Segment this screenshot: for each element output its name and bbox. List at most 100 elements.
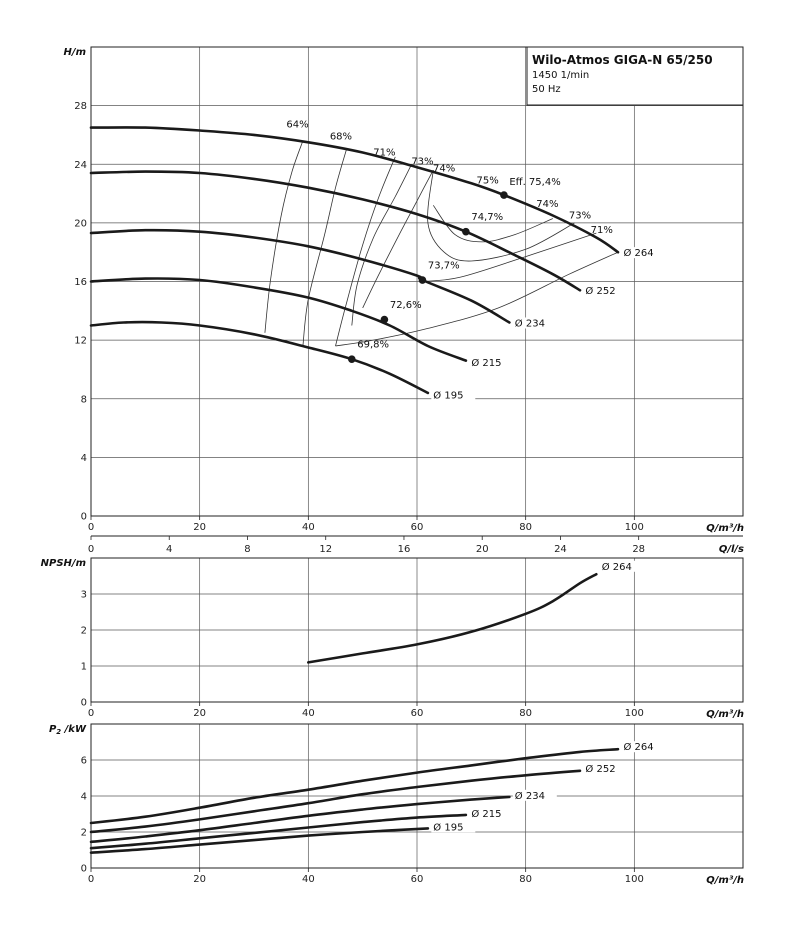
y-axis-title: H/m: [64, 47, 86, 58]
y-tick-label: 28: [74, 101, 87, 112]
series-label: Ø 234: [515, 790, 545, 802]
x-tick-label: 60: [411, 522, 424, 533]
bep-point: [500, 191, 508, 199]
efficiency-label: 73%: [569, 210, 591, 221]
x-tick-label: 40: [302, 522, 315, 533]
title-box: Wilo-Atmos GIGA-N 65/250 1450 1/min 50 H…: [526, 46, 744, 106]
x-tick-label: 0: [88, 522, 94, 533]
efficiency-line: [264, 140, 304, 333]
series-label: Ø 252: [585, 763, 615, 775]
y-axis-title: NPSH/m: [41, 558, 86, 569]
panel-power: 0 20 40 60 80 100 0 2 4 6 P2 /kW Q/m³/h Ø 264 Ø 252 Ø …: [49, 723, 744, 886]
y-tick-label: 3: [81, 590, 87, 601]
series-line: [89, 769, 582, 834]
efficiency-label: 71%: [373, 147, 395, 158]
efficiency-label: 71%: [591, 225, 613, 236]
secondary-tick-label: 12: [319, 544, 332, 555]
x-tick-label: 40: [302, 874, 315, 885]
x-tick-label: 60: [411, 708, 424, 719]
series-label-bg: [512, 317, 557, 329]
bep-label: Eff. 75,4%: [509, 177, 560, 188]
x-tick-label: 80: [519, 708, 532, 719]
speed-label: 1450 1/min: [532, 70, 589, 81]
series-line: [89, 795, 511, 844]
series-label-bg: [621, 741, 666, 753]
efficiency-line: [351, 164, 412, 326]
bep-point: [418, 276, 427, 284]
efficiency-line: [335, 156, 396, 347]
secondary-tick-label: 8: [244, 544, 250, 555]
series-label: Ø 252: [585, 285, 615, 297]
secondary-tick-label: 16: [398, 544, 411, 555]
series-line: [89, 228, 511, 324]
series-line: [89, 813, 468, 850]
secondary-tick-label: 24: [554, 544, 567, 555]
x-tick-label: 100: [625, 874, 644, 885]
series-line: [89, 320, 430, 395]
x-tick-label: 20: [193, 522, 206, 533]
bep-point: [380, 315, 389, 324]
series-line: [89, 126, 620, 254]
x-tick-label: 80: [519, 874, 532, 885]
y-axis-title: P2 /kW: [49, 724, 87, 736]
efficiency-line: [422, 232, 597, 282]
y-tick-label: 12: [74, 336, 87, 347]
series-line: [89, 747, 620, 825]
series-label-bg: [431, 821, 476, 833]
series-label: Ø 215: [471, 808, 501, 820]
series-line: [89, 170, 582, 292]
series-label-bg: [621, 247, 666, 259]
series-label: Ø 264: [623, 741, 653, 753]
efficiency-label: 74%: [536, 199, 558, 210]
series-line: [89, 277, 468, 362]
y-tick-label: 0: [81, 698, 87, 709]
efficiency-label: 73%: [411, 156, 433, 167]
series-label-bg: [583, 762, 628, 774]
bep-label: 69,8%: [357, 339, 389, 350]
bep-label: 72,6%: [390, 300, 422, 311]
x-axis-title: Q/m³/h: [706, 523, 744, 534]
series-label-bg: [599, 560, 644, 572]
series-label-bg: [512, 789, 557, 801]
bep-label: 73,7%: [428, 260, 460, 271]
efficiency-label: 75%: [477, 175, 499, 186]
panel-head: 0 20 40 60 80 100 0 4 8 12 16 20 24 28 H/m Q/m³/h 0 4 8 12 1…: [64, 46, 744, 555]
y-tick-label: 4: [81, 453, 87, 464]
y-tick-label: 20: [74, 218, 87, 229]
x-tick-label: 0: [88, 874, 94, 885]
bep-point: [348, 355, 356, 363]
title-box-frame: [526, 46, 744, 106]
x-tick-label: 60: [411, 874, 424, 885]
y-tick-label: 24: [74, 160, 87, 171]
series-label: Ø 264: [623, 247, 653, 259]
secondary-tick-label: 20: [476, 544, 489, 555]
series-label: Ø 215: [471, 357, 501, 369]
series-label-bg: [469, 357, 514, 369]
series-label: Ø 195: [433, 821, 463, 833]
panel-npsh: 0 20 40 60 80 100 0 1 2 3 NPSH/m Q/m³/h Ø 264: [41, 557, 744, 720]
bep-label: 74,7%: [471, 212, 503, 223]
series-label-bg: [469, 807, 514, 819]
efficiency-line: [335, 251, 619, 347]
series-label: Ø 195: [433, 389, 463, 401]
series-label: Ø 264: [602, 561, 632, 573]
y-tick-label: 6: [81, 756, 87, 767]
series-label-bg: [583, 285, 628, 297]
x-tick-label: 0: [88, 708, 94, 719]
y-tick-label: 4: [81, 792, 87, 803]
y-tick-label: 16: [74, 277, 87, 288]
efficiency-line: [362, 169, 434, 309]
chart-title: Wilo-Atmos GIGA-N 65/250: [532, 53, 713, 67]
efficiency-line: [302, 149, 347, 347]
series-label-bg: [431, 389, 476, 401]
secondary-tick-label: 28: [632, 544, 645, 555]
y-tick-label: 8: [81, 394, 87, 405]
x-tick-label: 20: [193, 708, 206, 719]
x-tick-label: 100: [625, 708, 644, 719]
efficiency-label: 64%: [286, 120, 308, 131]
efficiency-label: 68%: [330, 131, 352, 142]
y-tick-label: 1: [81, 662, 87, 673]
series-line: [307, 572, 598, 664]
